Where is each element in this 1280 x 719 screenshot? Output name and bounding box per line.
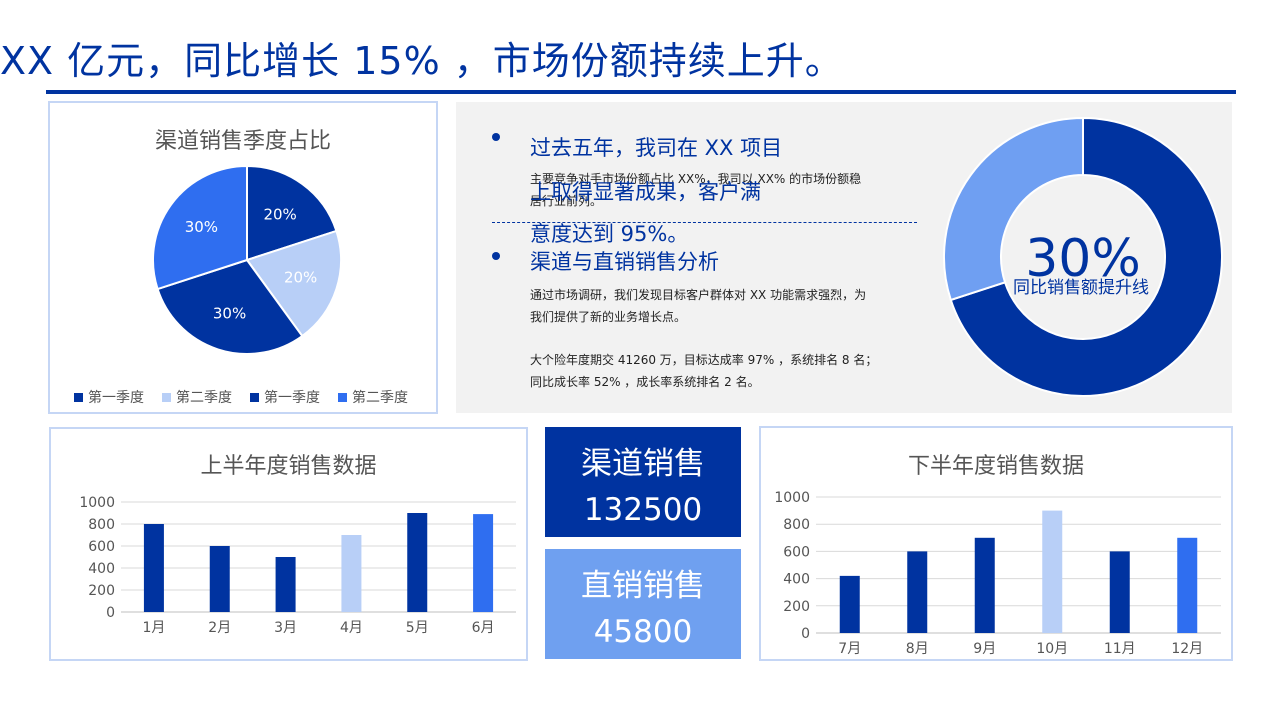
bar-h2-xtick-3: 9月 — [973, 641, 996, 657]
kpi-channel-label: 渠道销售 — [581, 446, 705, 482]
kpi-direct-sales: 直销销售 45800 — [545, 549, 741, 659]
bar-chart-h2: 0 200 400 600 800 1000 7月 8月 9月 10月 11月 12月 — [774, 490, 1221, 657]
kpi-channel-sales: 渠道销售 132500 — [545, 427, 741, 537]
page-title: XX 亿元，同比增长 15% ，市场份额持续上升。 — [0, 39, 844, 83]
pie-slice-4 — [152, 164, 248, 291]
pie-legend-label-3: 第一季度 — [264, 389, 320, 406]
bar-h1-bar-6 — [473, 514, 494, 612]
bar-h1-ytick-200: 200 — [88, 583, 115, 599]
bar-h2-bar-6 — [1177, 537, 1198, 633]
bar-h1-xtick-6: 6月 — [472, 620, 495, 636]
pie-chart-panel: 渠道销售季度占比 20% 20% 30% 30% 第一季度 第二季度 第一季度 第二季度 — [48, 101, 438, 414]
pie-slice-1 — [246, 164, 338, 262]
pie-legend-swatch-1 — [74, 393, 83, 402]
bar-chart-h2-title: 下半年度销售数据 — [907, 454, 1084, 479]
kpi-channel-value: 132500 — [583, 492, 703, 528]
pie-slice-3 — [156, 258, 304, 355]
bar-h2-xtick-2: 8月 — [906, 641, 929, 657]
highlight-2-body-line1: 通过市场调研，我们发现目标客户群体对 XX 功能需求强烈，为 — [530, 288, 867, 302]
pie-chart: 20% 20% 30% 30% 第一季度 第二季度 第一季度 第二季度 — [74, 164, 408, 406]
bar-h1-xtick-2: 2月 — [208, 620, 231, 636]
bullet-1 — [492, 133, 500, 141]
highlight-2-heading: 渠道与直销销售分析 — [530, 250, 719, 274]
bar-h1-bar-1 — [143, 524, 164, 612]
bar-h1-xtick-4: 4月 — [340, 620, 363, 636]
pie-legend-label-4: 第二季度 — [352, 389, 408, 406]
bar-h2-bar-1 — [839, 575, 860, 633]
donut-chart: 30%同比销售额提升线 — [943, 116, 1223, 397]
bar-h1-ytick-1000: 1000 — [79, 495, 115, 511]
highlight-2-body-line2: 我们提供了新的业务增长点。 — [530, 310, 687, 324]
donut-value-segment — [943, 116, 1084, 302]
bar-h2-xtick-1: 7月 — [838, 641, 861, 657]
highlight-1-heading-line1: 过去五年，我司在 XX 项目 — [530, 136, 783, 160]
bar-chart-h1: 0 200 400 600 800 1000 1月 2月 3月 4月 5月 6月 — [79, 495, 516, 636]
highlight-1-heading-line3: 意度达到 95%。 — [530, 222, 689, 246]
pie-legend-label-1: 第一季度 — [88, 389, 144, 406]
bar-h1-bar-5 — [407, 513, 428, 612]
bar-h1-ytick-600: 600 — [88, 539, 115, 555]
bar-h1-bar-4 — [341, 535, 362, 612]
pie-legend-swatch-4 — [338, 393, 347, 402]
bar-h1-ytick-400: 400 — [88, 561, 115, 577]
donut-percent-label: 30% — [1025, 229, 1141, 289]
bar-h2-xtick-4: 10月 — [1036, 641, 1068, 657]
donut-remaining-segment — [949, 116, 1223, 397]
highlight-2-body-line3: 大个险年度期交 41260 万，目标达成率 97% ，系统排名 8 名； — [530, 353, 878, 367]
donut-caption: 同比销售额提升线 — [1013, 278, 1149, 298]
bar-chart-h2-panel: 下半年度销售数据 0 200 400 600 800 1000 7月 8月 9月 10月 11月 12… — [759, 426, 1233, 661]
bar-h2-ytick-400: 400 — [783, 572, 810, 588]
bar-h1-xtick-1: 1月 — [142, 620, 165, 636]
kpi-direct-value: 45800 — [593, 614, 693, 650]
bar-h2-bar-3 — [974, 537, 995, 633]
bar-h1-bar-3 — [275, 557, 296, 612]
dashed-divider — [492, 222, 917, 223]
bar-h1-xtick-3: 3月 — [274, 620, 297, 636]
bar-h2-bar-4 — [1042, 510, 1063, 633]
bar-h2-bar-2 — [907, 551, 928, 633]
pie-chart-title: 渠道销售季度占比 — [154, 129, 331, 154]
bar-chart-h1-panel: 上半年度销售数据 0 200 400 600 800 1000 1月 2月 3月 4月 5月 6月 — [49, 427, 528, 661]
bar-h2-bar-5 — [1109, 551, 1130, 633]
bar-h2-ytick-1000: 1000 — [774, 490, 810, 506]
pie-data-label-2: 20% — [284, 268, 317, 286]
bullet-2 — [492, 252, 500, 260]
bar-h2-ytick-0: 0 — [801, 626, 810, 642]
pie-legend-swatch-2 — [162, 393, 171, 402]
highlight-1-body-line2: 居行业前列。 — [530, 194, 603, 208]
pie-data-label-3: 30% — [213, 305, 246, 323]
bar-chart-h1-title: 上半年度销售数据 — [200, 454, 377, 479]
title-divider — [46, 90, 1236, 94]
bar-h1-ytick-0: 0 — [106, 605, 115, 621]
pie-data-label-1: 20% — [263, 205, 296, 223]
bar-h1-xtick-5: 5月 — [406, 620, 429, 636]
bar-h2-ytick-800: 800 — [783, 517, 810, 533]
bar-h1-ytick-800: 800 — [88, 517, 115, 533]
highlight-1-heading-line2: 上取得显著成果，客户满 — [530, 180, 761, 204]
pie-data-label-4: 30% — [185, 218, 218, 236]
bar-h1-bar-2 — [209, 546, 230, 612]
bar-h2-ytick-600: 600 — [783, 544, 810, 560]
bar-h2-xtick-5: 11月 — [1104, 641, 1136, 657]
pie-slice-2 — [245, 229, 342, 338]
kpi-direct-label: 直销销售 — [581, 568, 705, 604]
pie-legend-label-2: 第二季度 — [176, 389, 232, 406]
highlight-1-body-line1: 主要竞争对手市场份额占比 XX%，我司以 XX% 的市场份额稳 — [530, 172, 862, 186]
bar-h2-xtick-6: 12月 — [1171, 641, 1203, 657]
pie-legend-swatch-3 — [250, 393, 259, 402]
highlight-2-body-line4: 同比成长率 52% ，成长率系统排名 2 名。 — [530, 375, 760, 389]
bar-h2-ytick-200: 200 — [783, 599, 810, 615]
